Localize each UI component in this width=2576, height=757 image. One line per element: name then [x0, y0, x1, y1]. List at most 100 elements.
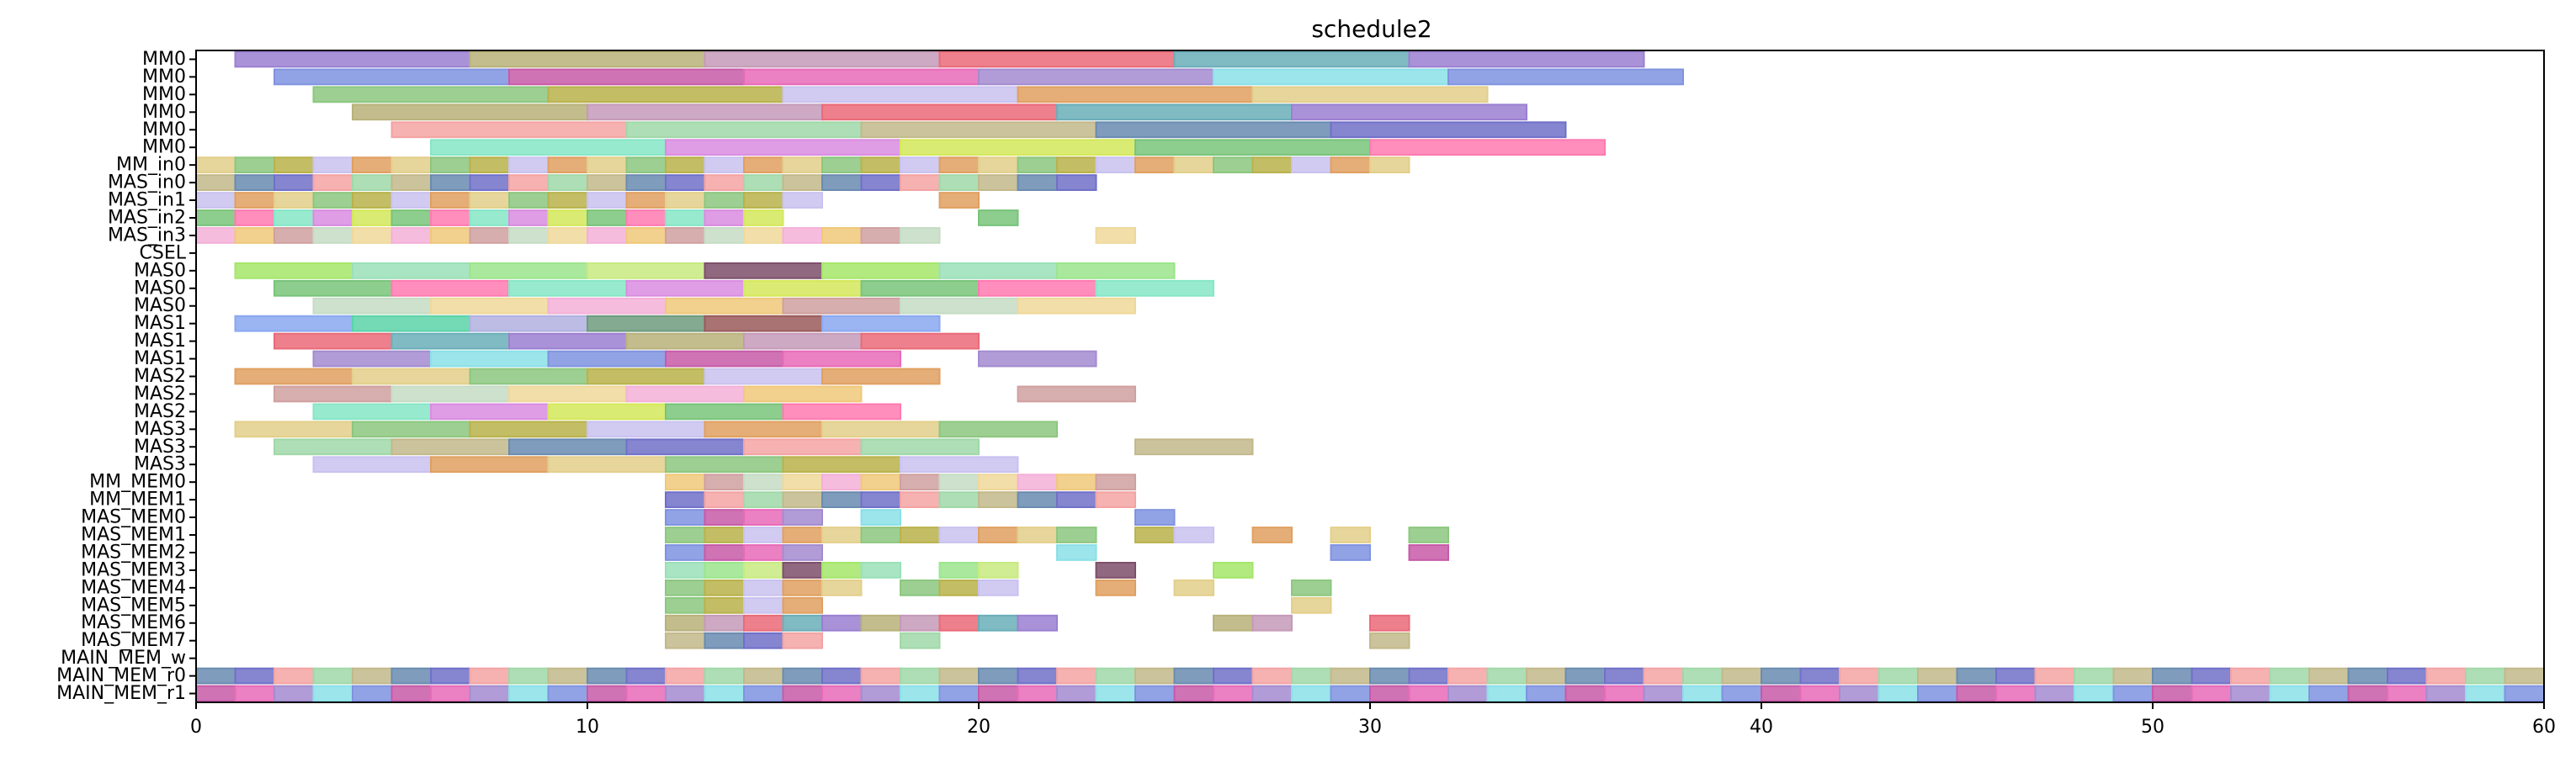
task-bar: [390, 438, 510, 456]
task-bar: [1447, 685, 1489, 702]
task-bar: [1017, 614, 1058, 632]
task-bar: [1056, 474, 1097, 491]
task-bar: [860, 667, 901, 685]
y-tick-label: MM0: [142, 49, 186, 70]
task-bar: [704, 527, 745, 543]
y-tick-label: MAS_in0: [108, 172, 186, 193]
task-bar: [625, 156, 667, 174]
task-bar: [900, 527, 941, 543]
task-bar: [860, 279, 980, 297]
task-bar: [1330, 527, 1371, 543]
task-bar: [900, 474, 941, 491]
task-bar: [352, 174, 393, 191]
task-bar: [1564, 685, 1606, 702]
task-bar: [1173, 50, 1410, 68]
task-bar: [1526, 685, 1567, 702]
task-bar: [1173, 667, 1214, 685]
task-bar: [704, 632, 745, 649]
task-bar: [352, 368, 471, 385]
task-bar: [625, 667, 667, 685]
task-bar: [234, 421, 353, 438]
task-bar: [860, 491, 901, 509]
task-bar: [274, 156, 315, 174]
task-bar: [508, 68, 745, 86]
task-bar: [587, 315, 706, 332]
task-bar: [704, 421, 823, 438]
y-tick-label: MAS0: [134, 278, 186, 299]
task-bar: [625, 332, 745, 350]
task-bar: [1095, 156, 1136, 174]
task-bar: [1056, 527, 1097, 543]
task-bar: [1526, 667, 1567, 685]
task-bar: [782, 596, 823, 614]
task-bar: [625, 685, 667, 702]
task-bar: [1095, 474, 1136, 491]
task-bar: [587, 103, 823, 121]
task-bar: [704, 227, 745, 244]
task-bar: [469, 174, 510, 191]
task-bar: [1213, 614, 1254, 632]
task-bar: [430, 456, 550, 474]
task-bar: [743, 438, 863, 456]
task-bar: [274, 385, 393, 403]
task-bar: [704, 50, 941, 68]
task-bar: [782, 562, 823, 579]
y-tick-label: MAS_MEM3: [81, 559, 186, 580]
task-bar: [821, 421, 941, 438]
task-bar: [1251, 156, 1293, 174]
task-bar: [743, 685, 784, 702]
task-bar: [2074, 667, 2115, 685]
task-bar: [587, 192, 628, 209]
task-bar: [821, 262, 941, 279]
task-bar: [743, 562, 784, 579]
task-bar: [469, 685, 510, 702]
x-axis: 0 10 20 30 40 50 60: [190, 702, 2556, 738]
y-tick-label: MAS_MEM4: [81, 577, 186, 598]
task-bar: [312, 174, 353, 191]
task-bar: [665, 632, 706, 649]
task-bar: [587, 174, 628, 191]
task-bar: [352, 209, 393, 226]
y-tick-label: MAS2: [134, 384, 186, 405]
task-bar: [821, 156, 863, 174]
task-bar: [2034, 685, 2075, 702]
task-bar: [1761, 667, 1802, 685]
task-bar: [312, 86, 550, 103]
y-tick-label: MAS_MEM1: [81, 525, 186, 546]
task-bar: [547, 403, 667, 421]
task-bar: [821, 227, 863, 244]
task-bar: [821, 562, 863, 579]
task-bar: [234, 50, 471, 68]
task-bar: [469, 50, 706, 68]
task-bar: [1056, 544, 1097, 561]
task-bar: [547, 227, 588, 244]
task-bar: [938, 262, 1058, 279]
task-bar: [1878, 667, 1919, 685]
task-bar: [390, 156, 432, 174]
task-bar: [665, 139, 901, 156]
task-bar: [704, 174, 745, 191]
task-bar: [1017, 491, 1058, 509]
chart-title: schedule2: [1311, 15, 1431, 43]
task-bar: [390, 667, 432, 685]
y-tick-label: MAS1: [134, 348, 186, 369]
task-bar: [938, 192, 980, 209]
task-bar: [978, 474, 1019, 491]
task-bar: [665, 209, 706, 226]
task-bar: [195, 156, 236, 174]
task-bar: [625, 209, 667, 226]
task-bar: [1213, 685, 1254, 702]
task-bar: [1251, 86, 1489, 103]
x-tick-label: 10: [576, 717, 599, 738]
task-bar: [312, 209, 353, 226]
x-tick-label: 0: [190, 717, 202, 738]
task-bar: [2269, 667, 2310, 685]
y-tick-label: MM0: [142, 66, 186, 87]
task-bar: [665, 192, 706, 209]
task-bar: [1604, 667, 1645, 685]
y-tick-label: MAS2: [134, 401, 186, 422]
task-bar: [665, 596, 706, 614]
task-bar: [587, 421, 706, 438]
task-bar: [938, 579, 980, 596]
task-bar: [1095, 491, 1136, 509]
